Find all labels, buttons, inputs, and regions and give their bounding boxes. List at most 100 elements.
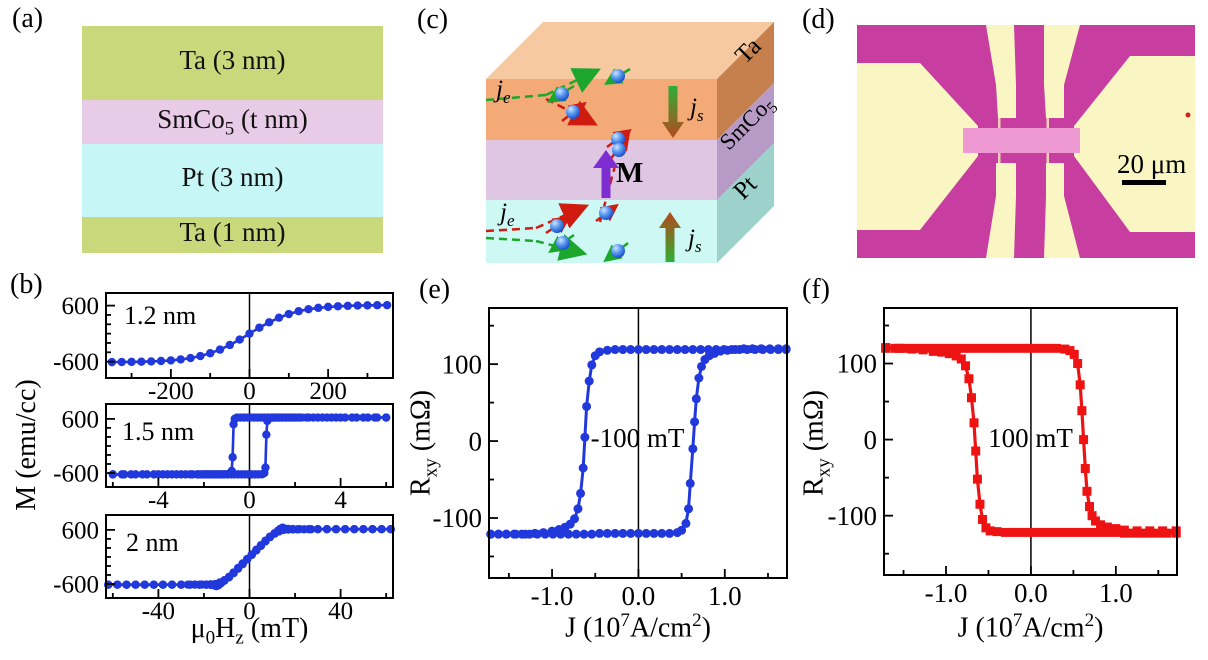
scale-bar [1122, 180, 1166, 185]
svg-text:200: 200 [309, 378, 347, 405]
electrode-pads [857, 25, 1195, 258]
chart-f-tick-labels: -1.0 0.0 1.0 100 0 -100 [828, 349, 1133, 608]
svg-text:1.0: 1.0 [708, 581, 742, 611]
panel-d-micrograph: 20 μm [857, 25, 1195, 258]
scale-bar-label: 20 μm [1117, 149, 1186, 179]
svg-text:-600: -600 [53, 461, 99, 488]
je-label-bottom: je [497, 199, 515, 230]
js-label-top: js [687, 94, 704, 125]
hall-bar-channel [963, 128, 1080, 153]
right-electrode-pad [1074, 56, 1195, 232]
top-probe-arm-1 [986, 25, 1016, 118]
e-yaxis-title: Rxy (mΩ) [405, 390, 442, 496]
layer-ta-bottom-text: Ta (1 nm) [179, 216, 286, 247]
svg-text:600: 600 [62, 517, 100, 544]
chart-f: -1.0 0.0 1.0 100 0 -100 [828, 307, 1181, 608]
svg-text:-100: -100 [828, 501, 878, 531]
chart-b3-series-1 [104, 525, 395, 591]
svg-text:-4: -4 [148, 487, 169, 514]
layer-smco5: SmCo5 (t nm) [82, 100, 383, 144]
svg-text:0.0: 0.0 [1014, 578, 1048, 608]
f-xaxis-title: J (107A/cm2) [957, 610, 1104, 644]
stack-top-face [486, 22, 774, 79]
top-probe-arm-2 [1044, 25, 1080, 118]
left-electrode-pad [857, 63, 978, 230]
chart-b1-series-0 [107, 300, 392, 367]
spin-current-down-arrow [662, 86, 684, 138]
f-yaxis-title: Rxy (mΩ) [798, 390, 835, 496]
chart-e-tick-labels: -1.0 0.0 1.0 100 0 -100 [433, 349, 742, 611]
chart-b3: -40 0 40 600 -600 [53, 514, 395, 625]
chart-f-ticks [884, 324, 1160, 575]
chart-b2-tick-labels: -4 0 4 600 -600 [53, 406, 347, 514]
svg-text:100: 100 [442, 349, 483, 379]
bottom-probe-arm-2 [1044, 163, 1080, 258]
probe-contact-lines [998, 118, 1049, 163]
svg-text:-600: -600 [53, 349, 99, 376]
panel-c-label: (c) [417, 4, 449, 35]
svg-text:-600: -600 [53, 572, 99, 599]
chart-b1-tick-labels: -200 0 200 600 -600 [53, 293, 347, 405]
layer-ta-top: Ta (3 nm) [82, 26, 383, 100]
svg-text:-40: -40 [142, 598, 175, 625]
panel-f-label: (f) [802, 274, 830, 305]
pt-side-face [717, 143, 774, 263]
chart-b2: -4 0 4 600 -600 [53, 403, 394, 514]
chart-b3-tick-labels: -40 0 40 600 -600 [53, 517, 353, 625]
ta-side-face [717, 22, 774, 140]
panel-a-label: (a) [12, 3, 44, 34]
js-label-bottom: js [685, 225, 702, 256]
svg-text:0: 0 [243, 487, 256, 514]
panel-b-label: (b) [10, 269, 43, 300]
chart-b1-ticks [106, 304, 369, 378]
svg-text:-200: -200 [148, 378, 194, 405]
e-field-annotation: -100 mT [590, 423, 685, 453]
b2-thickness-annotation: 1.5 nm [122, 417, 195, 446]
chart-b2-ticks [106, 417, 388, 487]
layer-pt: Pt (3 nm) [82, 144, 383, 217]
svg-text:1.0: 1.0 [1099, 578, 1133, 608]
e-xaxis-title: J (107A/cm2) [565, 610, 711, 644]
b3-thickness-annotation: 2 nm [126, 528, 179, 557]
spin-current-up-arrow [659, 212, 681, 262]
svg-text:0.0: 0.0 [622, 581, 656, 611]
electron-spheres [550, 69, 626, 258]
layer-pt-text: Pt (3 nm) [181, 162, 284, 193]
svg-text:100: 100 [837, 349, 878, 379]
m-label: M [616, 157, 643, 189]
chart-e-ticks [489, 324, 769, 578]
smco5-side-face [717, 83, 774, 200]
svg-text:40: 40 [328, 598, 353, 625]
svg-text:0: 0 [864, 425, 878, 455]
svg-text:-100: -100 [433, 503, 483, 533]
layer-ta-bottom: Ta (1 nm) [82, 217, 383, 253]
f-field-annotation: 100 mT [988, 423, 1073, 453]
chart-b1: -200 0 200 600 -600 [53, 292, 394, 405]
svg-text:0: 0 [243, 378, 256, 405]
b1-thickness-annotation: 1.2 nm [124, 301, 197, 330]
panel-a-layer-stack: Ta (3 nm) SmCo5 (t nm) Pt (3 nm) Ta (1 n… [82, 26, 383, 253]
panel-c-schematic: je je js js M Ta SmCo5 Pt [485, 22, 781, 263]
svg-text:-1.0: -1.0 [531, 581, 574, 611]
chart-f-series-1 [881, 343, 1181, 538]
chart-b2-series-1 [108, 413, 391, 479]
chart-e: -1.0 0.0 1.0 100 0 -100 [433, 307, 791, 611]
svg-text:600: 600 [62, 406, 100, 433]
svg-text:-1.0: -1.0 [925, 578, 968, 608]
dust-speck [1185, 112, 1191, 118]
chart-e-series-1 [486, 345, 791, 539]
svg-text:600: 600 [62, 293, 100, 320]
svg-text:0: 0 [469, 426, 483, 456]
layer-ta-top-text: Ta (3 nm) [179, 44, 286, 75]
b-yaxis-title: M (emu/cc) [11, 379, 42, 511]
svg-text:0: 0 [243, 598, 256, 625]
magnetization-arrow [593, 150, 619, 198]
svg-text:4: 4 [334, 487, 347, 514]
je-label-top: je [493, 76, 511, 107]
b-xaxis-title: μ0Hz (mT) [190, 613, 309, 649]
panel-d-label: (d) [802, 4, 835, 35]
bottom-probe-arm-1 [986, 163, 1016, 258]
chart-b3-ticks [106, 528, 388, 598]
layer-smco5-text: SmCo5 (t nm) [157, 103, 308, 140]
